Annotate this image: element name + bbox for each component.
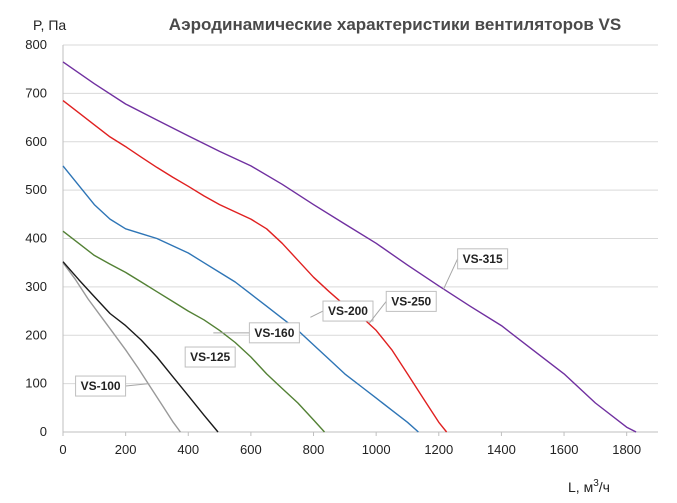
chart-title: Аэродинамические характеристики вентилят… — [169, 15, 621, 34]
series-line-vs-250 — [62, 100, 448, 433]
x-tick-label-5: 1000 — [362, 442, 391, 457]
x-tick-label-8: 1600 — [550, 442, 579, 457]
series-callouts: VS-100 VS-125 VS-160 VS-200 VS-250 VS-315 — [75, 248, 509, 397]
callout-box-vs-160 — [248, 322, 300, 344]
callout-box-vs-125 — [184, 346, 236, 368]
callout-box-vs-315 — [457, 248, 509, 270]
y-tick-label-1: 100 — [25, 376, 47, 391]
y-tick-label-8: 800 — [25, 37, 47, 52]
x-axis-label-main: L, м — [568, 479, 593, 495]
callout-label-vs-100: VS-100 — [81, 379, 121, 393]
y-tick-label-0: 0 — [40, 424, 47, 439]
tick-labels: 0 100 200 300 400 500 600 700 800 0 200 400 600 800 10… — [25, 37, 641, 457]
x-tick-label-3: 600 — [240, 442, 262, 457]
x-tick-label-9: 1800 — [612, 442, 641, 457]
y-tick-label-7: 700 — [25, 85, 47, 100]
y-tick-label-5: 500 — [25, 182, 47, 197]
series-line-vs-160 — [62, 230, 326, 433]
callout-vs-125: VS-125 — [184, 346, 236, 368]
callout-box-vs-100 — [75, 375, 127, 397]
callout-leader-vs-315 — [443, 258, 459, 290]
callout-leader-vs-250 — [368, 301, 387, 324]
x-tick-label-1: 200 — [115, 442, 137, 457]
callout-box-vs-250 — [385, 290, 437, 312]
callout-label-vs-315: VS-315 — [463, 252, 503, 266]
axes — [62, 45, 628, 436]
series-lines — [62, 61, 637, 433]
series-line-vs-315 — [62, 61, 637, 433]
y-tick-label-3: 300 — [25, 279, 47, 294]
y-axis-label: P, Па — [33, 17, 66, 33]
callout-leader-vs-200 — [310, 310, 324, 318]
callout-vs-315: VS-315 — [443, 248, 509, 290]
y-tick-label-2: 200 — [25, 327, 47, 342]
x-tick-label-7: 1400 — [487, 442, 516, 457]
x-tick-label-0: 0 — [59, 442, 66, 457]
callout-box-vs-200 — [322, 300, 374, 322]
callout-vs-250: VS-250 — [368, 290, 437, 324]
callout-vs-160: VS-160 — [213, 322, 300, 344]
callout-leader-vs-100 — [125, 383, 150, 387]
x-tick-label-4: 800 — [303, 442, 325, 457]
x-axis-label-suffix: /ч — [599, 479, 610, 495]
callout-label-vs-200: VS-200 — [328, 304, 368, 318]
x-axis-label: L, м3/ч — [568, 478, 610, 495]
callout-label-vs-250: VS-250 — [391, 294, 431, 308]
grid — [63, 44, 658, 433]
x-tick-label-6: 1200 — [424, 442, 453, 457]
y-tick-label-4: 400 — [25, 231, 47, 246]
callout-vs-200: VS-200 — [310, 300, 374, 322]
y-tick-label-6: 600 — [25, 134, 47, 149]
callout-label-vs-125: VS-125 — [190, 350, 230, 364]
callout-vs-100: VS-100 — [75, 375, 150, 397]
series-line-vs-100 — [62, 262, 181, 433]
x-tick-label-2: 400 — [177, 442, 199, 457]
series-line-vs-125 — [62, 261, 219, 433]
x-axis-label-superscript: 3 — [593, 478, 599, 489]
series-line-vs-200 — [62, 165, 419, 433]
callout-label-vs-160: VS-160 — [254, 326, 294, 340]
